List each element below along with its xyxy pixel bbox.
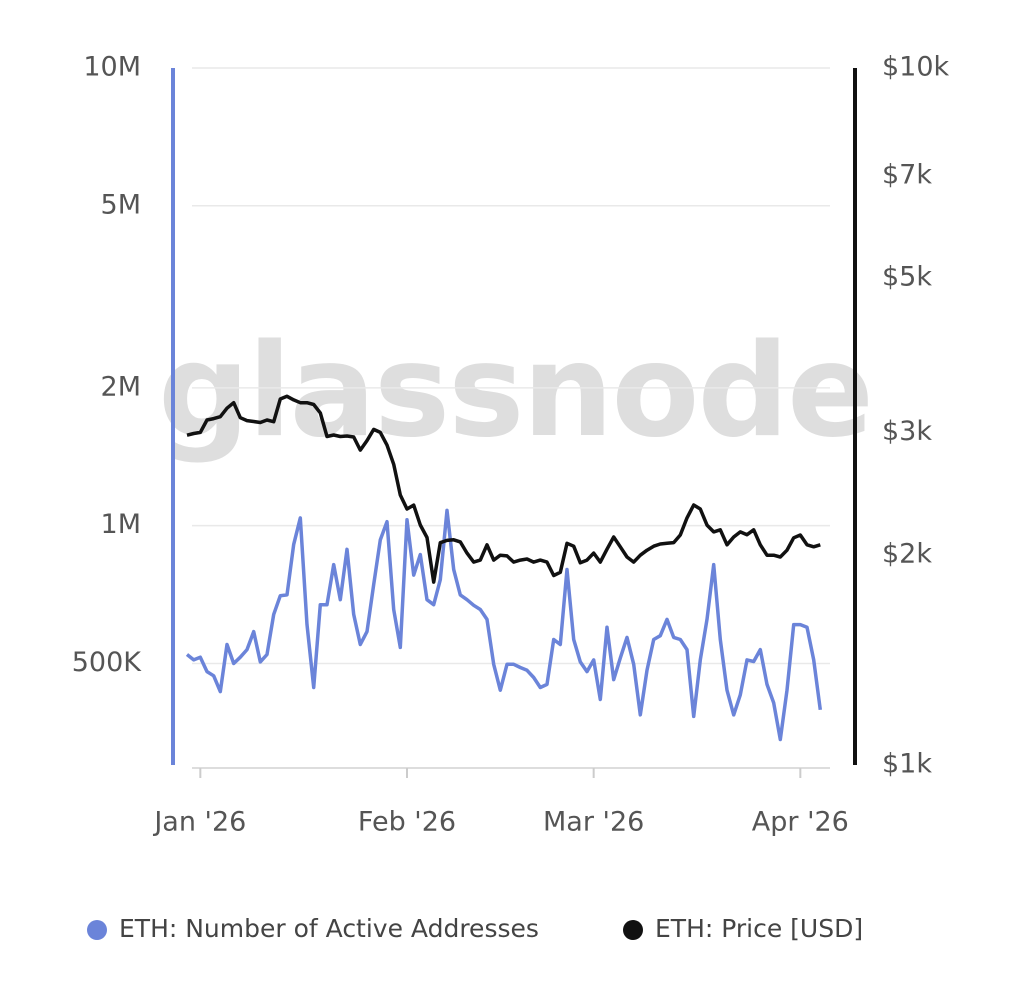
legend-label: ETH: Price [USD] bbox=[655, 914, 863, 943]
y2-tick-label: $7k bbox=[882, 159, 932, 190]
legend-label: ETH: Number of Active Addresses bbox=[119, 914, 539, 943]
y2-tick-label: $2k bbox=[882, 539, 932, 570]
series-line bbox=[185, 508, 823, 742]
y-tick-label: 5M bbox=[101, 189, 141, 220]
x-tick-label: Feb '26 bbox=[358, 807, 456, 838]
legend-marker bbox=[623, 920, 643, 940]
y-tick-label: 10M bbox=[83, 52, 141, 83]
series-line bbox=[186, 394, 821, 584]
x-tick-label: Jan '26 bbox=[152, 807, 246, 838]
y2-tick-label: $5k bbox=[882, 261, 932, 292]
x-tick-label: Mar '26 bbox=[543, 807, 644, 838]
y-tick-label: 1M bbox=[101, 509, 141, 540]
y-tick-label: 2M bbox=[101, 371, 141, 402]
y2-tick-label: $10k bbox=[882, 52, 950, 83]
y-tick-label: 500K bbox=[72, 647, 143, 678]
legend-marker bbox=[87, 920, 107, 940]
y2-tick-label: $3k bbox=[882, 416, 932, 447]
x-tick-label: Apr '26 bbox=[752, 807, 849, 838]
watermark: glassnode bbox=[158, 317, 872, 466]
y2-tick-label: $1k bbox=[882, 749, 932, 780]
